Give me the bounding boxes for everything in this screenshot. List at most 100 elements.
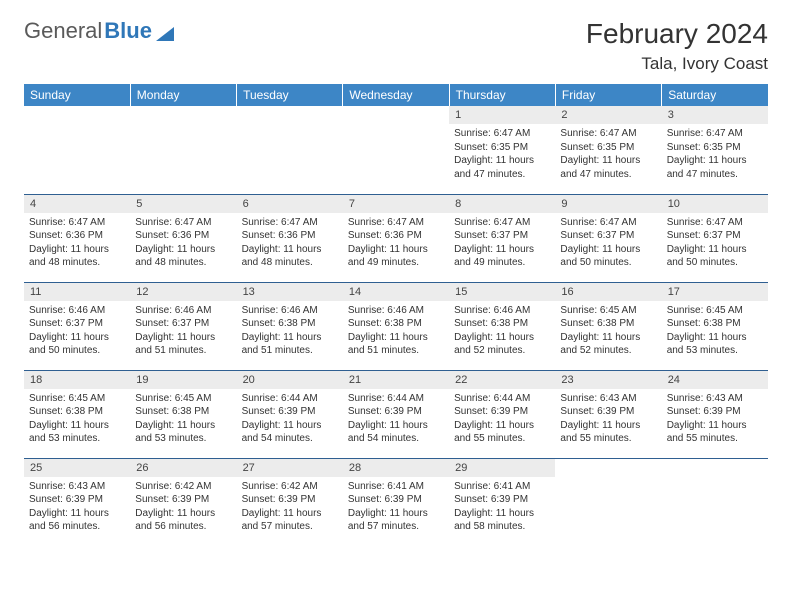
calendar-day-cell: 21Sunrise: 6:44 AMSunset: 6:39 PMDayligh…: [343, 370, 449, 458]
day-info: Sunrise: 6:45 AMSunset: 6:38 PMDaylight:…: [130, 389, 236, 446]
calendar-day-cell: 8Sunrise: 6:47 AMSunset: 6:37 PMDaylight…: [449, 194, 555, 282]
calendar-day-cell: 9Sunrise: 6:47 AMSunset: 6:37 PMDaylight…: [555, 194, 661, 282]
weekday-header: Wednesday: [343, 84, 449, 106]
day-number: 27: [237, 459, 343, 477]
calendar-day-cell: 19Sunrise: 6:45 AMSunset: 6:38 PMDayligh…: [130, 370, 236, 458]
calendar-day-cell: 28Sunrise: 6:41 AMSunset: 6:39 PMDayligh…: [343, 458, 449, 546]
calendar-day-cell: 4Sunrise: 6:47 AMSunset: 6:36 PMDaylight…: [24, 194, 130, 282]
calendar-day-cell: 29Sunrise: 6:41 AMSunset: 6:39 PMDayligh…: [449, 458, 555, 546]
calendar-day-cell: 24Sunrise: 6:43 AMSunset: 6:39 PMDayligh…: [662, 370, 768, 458]
brand-triangle-icon: [156, 27, 174, 41]
calendar-day-cell: 7Sunrise: 6:47 AMSunset: 6:36 PMDaylight…: [343, 194, 449, 282]
calendar-day-cell: 15Sunrise: 6:46 AMSunset: 6:38 PMDayligh…: [449, 282, 555, 370]
title-block: February 2024 Tala, Ivory Coast: [586, 18, 768, 74]
day-number: 15: [449, 283, 555, 301]
calendar-day-cell: [555, 458, 661, 546]
header: GeneralBlue February 2024 Tala, Ivory Co…: [24, 18, 768, 74]
day-info: Sunrise: 6:44 AMSunset: 6:39 PMDaylight:…: [343, 389, 449, 446]
day-info: Sunrise: 6:43 AMSunset: 6:39 PMDaylight:…: [555, 389, 661, 446]
calendar-day-cell: 14Sunrise: 6:46 AMSunset: 6:38 PMDayligh…: [343, 282, 449, 370]
calendar-day-cell: 23Sunrise: 6:43 AMSunset: 6:39 PMDayligh…: [555, 370, 661, 458]
calendar-day-cell: 13Sunrise: 6:46 AMSunset: 6:38 PMDayligh…: [237, 282, 343, 370]
day-info: Sunrise: 6:45 AMSunset: 6:38 PMDaylight:…: [662, 301, 768, 358]
calendar-day-cell: [662, 458, 768, 546]
weekday-header: Thursday: [449, 84, 555, 106]
calendar-day-cell: 18Sunrise: 6:45 AMSunset: 6:38 PMDayligh…: [24, 370, 130, 458]
day-info: Sunrise: 6:43 AMSunset: 6:39 PMDaylight:…: [24, 477, 130, 534]
day-info: Sunrise: 6:45 AMSunset: 6:38 PMDaylight:…: [555, 301, 661, 358]
calendar-day-cell: 3Sunrise: 6:47 AMSunset: 6:35 PMDaylight…: [662, 106, 768, 194]
weekday-header: Sunday: [24, 84, 130, 106]
day-number: 17: [662, 283, 768, 301]
weekday-header: Monday: [130, 84, 236, 106]
day-info: Sunrise: 6:47 AMSunset: 6:36 PMDaylight:…: [343, 213, 449, 270]
day-number: 1: [449, 106, 555, 124]
calendar-day-cell: 22Sunrise: 6:44 AMSunset: 6:39 PMDayligh…: [449, 370, 555, 458]
calendar-day-cell: [237, 106, 343, 194]
day-info: Sunrise: 6:47 AMSunset: 6:35 PMDaylight:…: [449, 124, 555, 181]
weekday-header: Saturday: [662, 84, 768, 106]
calendar-week-row: 25Sunrise: 6:43 AMSunset: 6:39 PMDayligh…: [24, 458, 768, 546]
day-number: 5: [130, 195, 236, 213]
calendar-week-row: 1Sunrise: 6:47 AMSunset: 6:35 PMDaylight…: [24, 106, 768, 194]
brand-part1: General: [24, 18, 102, 44]
location-label: Tala, Ivory Coast: [586, 54, 768, 74]
day-number: 13: [237, 283, 343, 301]
day-number: 18: [24, 371, 130, 389]
weekday-header: Friday: [555, 84, 661, 106]
day-number: 23: [555, 371, 661, 389]
day-info: Sunrise: 6:47 AMSunset: 6:35 PMDaylight:…: [662, 124, 768, 181]
calendar-day-cell: 26Sunrise: 6:42 AMSunset: 6:39 PMDayligh…: [130, 458, 236, 546]
day-number: 16: [555, 283, 661, 301]
calendar-day-cell: 10Sunrise: 6:47 AMSunset: 6:37 PMDayligh…: [662, 194, 768, 282]
calendar-day-cell: 1Sunrise: 6:47 AMSunset: 6:35 PMDaylight…: [449, 106, 555, 194]
day-number: 12: [130, 283, 236, 301]
day-number: 24: [662, 371, 768, 389]
day-info: Sunrise: 6:42 AMSunset: 6:39 PMDaylight:…: [237, 477, 343, 534]
brand-logo: GeneralBlue: [24, 18, 174, 44]
day-info: Sunrise: 6:43 AMSunset: 6:39 PMDaylight:…: [662, 389, 768, 446]
day-number: 28: [343, 459, 449, 477]
month-title: February 2024: [586, 18, 768, 50]
day-number: 4: [24, 195, 130, 213]
day-number: 7: [343, 195, 449, 213]
calendar-page: GeneralBlue February 2024 Tala, Ivory Co…: [0, 0, 792, 556]
day-number: 19: [130, 371, 236, 389]
calendar-body: 1Sunrise: 6:47 AMSunset: 6:35 PMDaylight…: [24, 106, 768, 546]
brand-part2: Blue: [104, 18, 152, 44]
day-info: Sunrise: 6:46 AMSunset: 6:37 PMDaylight:…: [24, 301, 130, 358]
calendar-day-cell: 12Sunrise: 6:46 AMSunset: 6:37 PMDayligh…: [130, 282, 236, 370]
calendar-day-cell: 16Sunrise: 6:45 AMSunset: 6:38 PMDayligh…: [555, 282, 661, 370]
calendar-day-cell: 20Sunrise: 6:44 AMSunset: 6:39 PMDayligh…: [237, 370, 343, 458]
day-info: Sunrise: 6:46 AMSunset: 6:37 PMDaylight:…: [130, 301, 236, 358]
calendar-week-row: 18Sunrise: 6:45 AMSunset: 6:38 PMDayligh…: [24, 370, 768, 458]
day-info: Sunrise: 6:47 AMSunset: 6:37 PMDaylight:…: [449, 213, 555, 270]
calendar-day-cell: 25Sunrise: 6:43 AMSunset: 6:39 PMDayligh…: [24, 458, 130, 546]
day-number: 29: [449, 459, 555, 477]
day-number: 6: [237, 195, 343, 213]
day-info: Sunrise: 6:47 AMSunset: 6:37 PMDaylight:…: [662, 213, 768, 270]
day-info: Sunrise: 6:47 AMSunset: 6:36 PMDaylight:…: [24, 213, 130, 270]
day-info: Sunrise: 6:47 AMSunset: 6:36 PMDaylight:…: [130, 213, 236, 270]
calendar-week-row: 4Sunrise: 6:47 AMSunset: 6:36 PMDaylight…: [24, 194, 768, 282]
day-info: Sunrise: 6:47 AMSunset: 6:36 PMDaylight:…: [237, 213, 343, 270]
day-number: 3: [662, 106, 768, 124]
day-info: Sunrise: 6:47 AMSunset: 6:35 PMDaylight:…: [555, 124, 661, 181]
day-info: Sunrise: 6:46 AMSunset: 6:38 PMDaylight:…: [343, 301, 449, 358]
day-number: 11: [24, 283, 130, 301]
day-number: 8: [449, 195, 555, 213]
day-info: Sunrise: 6:45 AMSunset: 6:38 PMDaylight:…: [24, 389, 130, 446]
calendar-day-cell: 11Sunrise: 6:46 AMSunset: 6:37 PMDayligh…: [24, 282, 130, 370]
day-info: Sunrise: 6:41 AMSunset: 6:39 PMDaylight:…: [449, 477, 555, 534]
day-number: 9: [555, 195, 661, 213]
day-number: 2: [555, 106, 661, 124]
day-number: 20: [237, 371, 343, 389]
day-info: Sunrise: 6:46 AMSunset: 6:38 PMDaylight:…: [237, 301, 343, 358]
day-info: Sunrise: 6:44 AMSunset: 6:39 PMDaylight:…: [449, 389, 555, 446]
calendar-day-cell: 17Sunrise: 6:45 AMSunset: 6:38 PMDayligh…: [662, 282, 768, 370]
calendar-week-row: 11Sunrise: 6:46 AMSunset: 6:37 PMDayligh…: [24, 282, 768, 370]
day-number: 25: [24, 459, 130, 477]
day-info: Sunrise: 6:44 AMSunset: 6:39 PMDaylight:…: [237, 389, 343, 446]
day-number: 21: [343, 371, 449, 389]
weekday-header-row: SundayMondayTuesdayWednesdayThursdayFrid…: [24, 84, 768, 106]
